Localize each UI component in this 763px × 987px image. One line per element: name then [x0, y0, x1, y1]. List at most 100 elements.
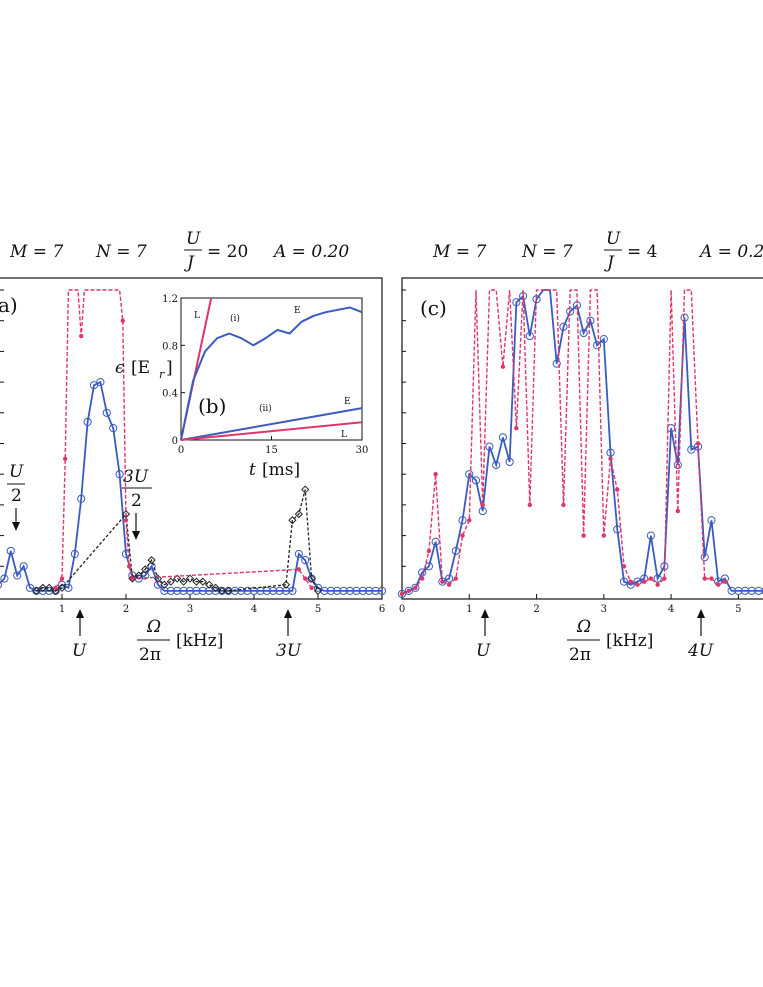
inset-b-curve-label-l-bottom: L	[341, 430, 347, 440]
data-point	[426, 548, 432, 554]
data-point	[662, 576, 667, 581]
data-point	[641, 579, 647, 584]
data-point	[6, 546, 15, 556]
panel-a-param-n: N = 7	[95, 242, 147, 262]
data-point	[446, 582, 452, 587]
inset-y-tick-label: 0.8	[162, 341, 178, 352]
inset-y-tick-label: 0	[172, 436, 178, 447]
x-tick-label: 3	[601, 604, 607, 615]
data-point	[761, 587, 763, 595]
inset-y-tick-label: 1.2	[162, 294, 178, 305]
data-point	[45, 583, 54, 592]
data-point	[130, 576, 135, 581]
data-point	[498, 433, 508, 442]
data-point	[653, 574, 662, 583]
data-point	[128, 574, 137, 583]
data-point	[179, 577, 188, 586]
data-point	[121, 510, 131, 519]
data-point	[655, 582, 660, 587]
data-point	[411, 583, 420, 592]
data-point	[224, 586, 233, 595]
data-point	[492, 460, 501, 470]
panel-c-uj-num: U	[606, 229, 621, 249]
data-point	[123, 518, 129, 523]
data-point	[635, 582, 640, 587]
data-point	[371, 586, 380, 595]
data-point	[440, 579, 445, 584]
data-point	[700, 552, 709, 562]
data-point	[695, 441, 701, 446]
data-point	[198, 586, 207, 595]
data-point	[160, 580, 169, 589]
data-point	[559, 322, 568, 331]
data-point	[397, 589, 407, 599]
panel-a-uj-val: = 20	[207, 242, 248, 262]
data-point	[552, 359, 561, 368]
data-point	[269, 586, 278, 595]
data-point	[525, 331, 534, 341]
data-point	[281, 580, 291, 589]
data-point	[13, 571, 22, 580]
data-point	[352, 586, 361, 595]
data-point	[444, 574, 454, 583]
data-point	[345, 586, 355, 595]
data-point	[666, 424, 676, 433]
x-tick-label: 5	[315, 604, 321, 615]
panel-a-uj-den: J	[184, 253, 195, 273]
data-point	[275, 586, 284, 595]
data-point	[615, 487, 620, 492]
panel-c-xlabel-num: Ω	[576, 617, 591, 637]
data-point	[70, 549, 79, 559]
annot-3u-half-den: 2	[131, 491, 142, 511]
data-point	[313, 586, 323, 595]
data-point	[217, 586, 227, 595]
inset-b-xlabel-unit: [ms]	[262, 460, 300, 480]
data-point	[460, 533, 465, 538]
data-point	[147, 556, 156, 565]
panel-c-series	[397, 289, 763, 599]
panel-c-param-m: M = 7	[432, 242, 486, 262]
data-point	[185, 574, 195, 583]
data-point	[288, 586, 297, 595]
data-point	[296, 567, 301, 572]
panel-a-xlabel-den: 2π	[139, 645, 161, 665]
x-tick-label: 3	[187, 604, 193, 615]
panel-a-annotations: U 2 3U 2 U 3U Ω 2π [kHz]	[7, 462, 302, 665]
data-point	[512, 298, 521, 307]
x-tick-label: 4	[668, 604, 674, 615]
data-point	[179, 586, 188, 595]
data-point	[166, 586, 175, 595]
data-point	[561, 502, 566, 508]
data-point	[458, 516, 467, 525]
data-point	[205, 580, 214, 589]
annot-u-half-den: 2	[11, 486, 22, 506]
inset-b-curve-label-i: (i)	[230, 313, 240, 324]
inset-x-tick-label: 30	[356, 445, 369, 456]
annot-u: U	[72, 641, 87, 661]
data-point	[586, 316, 595, 325]
data-point	[675, 508, 681, 514]
inset-series-line	[180, 306, 363, 441]
panel-a-params: M = 7 N = 7 U J = 20 A = 0.20	[9, 229, 349, 273]
annot-c-4u: 4U	[687, 641, 714, 661]
data-point	[51, 586, 60, 595]
data-point	[160, 586, 169, 595]
annot-3u-half-num: 3U	[123, 467, 149, 487]
panel-a-series	[0, 289, 387, 595]
x-tick-label: 1	[466, 604, 472, 615]
data-point	[592, 341, 602, 350]
data-point	[120, 318, 126, 323]
data-point	[32, 586, 41, 595]
panel-c-x-ticks: 0 1 2 3 4 5	[399, 289, 742, 615]
data-point	[166, 577, 175, 586]
data-point	[687, 445, 696, 454]
data-point	[433, 472, 438, 477]
inset-b-plot: 0 15 30 0 0.4 0.8 1.2 (b) L (i) E (ii) E L ϵ […	[115, 294, 368, 480]
panel-c-xlabel-den: 2π	[569, 645, 591, 665]
data-point	[465, 470, 474, 479]
panel-c-label: (c)	[420, 296, 447, 320]
x-tick-label: 6	[379, 604, 385, 615]
panel-c-plot: (c) 0 1 2 3 4 5	[397, 277, 763, 615]
data-point	[500, 364, 506, 369]
